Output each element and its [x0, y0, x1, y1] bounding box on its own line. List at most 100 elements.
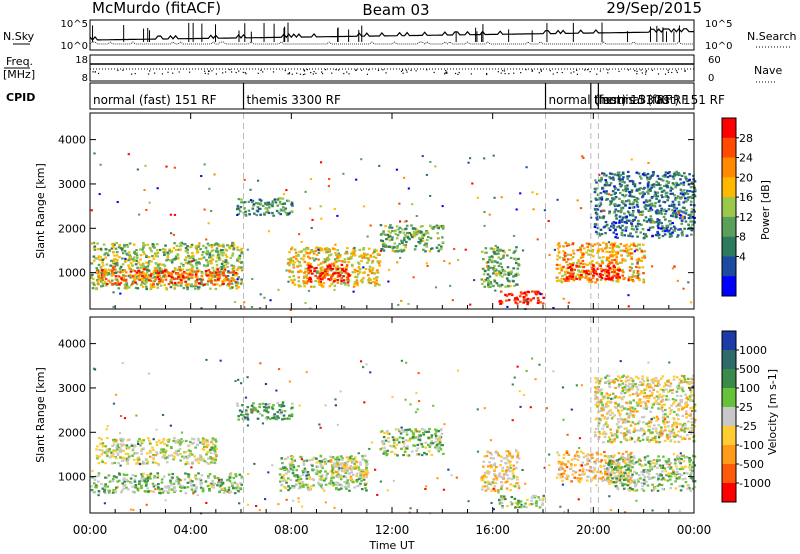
heatmap-cell — [99, 276, 102, 280]
heatmap-cell — [225, 249, 229, 252]
heatmap-cell — [111, 272, 115, 275]
heatmap-cell — [667, 220, 671, 223]
heatmap-cell — [564, 279, 567, 282]
heatmap-cell — [415, 449, 418, 452]
heatmap-cell — [634, 225, 638, 228]
heatmap-cell — [194, 273, 198, 276]
heatmap-cell — [346, 278, 350, 281]
nave-point — [596, 73, 598, 75]
heatmap-cell — [613, 173, 617, 176]
heatmap-cell — [387, 235, 391, 238]
heatmap-cell — [174, 257, 177, 260]
heatmap-cell — [608, 266, 611, 269]
nave-point — [303, 69, 305, 71]
heatmap-cell — [598, 243, 602, 246]
heatmap-cell — [320, 272, 324, 275]
heatmap-cell — [593, 243, 597, 246]
heatmap-cell — [393, 242, 397, 245]
heatmap-cell — [401, 228, 404, 231]
heatmap-cell — [623, 212, 626, 215]
heatmap-cell — [607, 273, 611, 277]
heatmap-cell — [147, 475, 150, 478]
heatmap-cell — [511, 472, 515, 475]
heatmap-cell — [537, 299, 540, 302]
heatmap-cell — [168, 259, 172, 262]
heatmap-cell — [340, 282, 343, 285]
heatmap-cell — [224, 253, 228, 257]
heatmap-cell — [278, 480, 282, 483]
heatmap-cell — [615, 272, 619, 275]
heatmap-cell — [497, 473, 501, 477]
heatmap-cell — [647, 209, 651, 213]
heatmap-cell — [423, 451, 426, 455]
heatmap-cell — [427, 436, 430, 439]
nave-point — [525, 69, 527, 71]
heatmap-cell — [613, 266, 616, 269]
heatmap-cell — [293, 283, 297, 286]
cpid-segment-label: themis 3300 RF — [594, 93, 688, 107]
heatmap-cell — [334, 253, 338, 256]
heatmap-cell — [363, 454, 367, 457]
heatmap-cell — [336, 461, 339, 464]
heatmap-cell — [631, 263, 634, 266]
nave-point — [657, 73, 660, 75]
heatmap-cell — [186, 481, 190, 484]
heatmap-cell — [246, 418, 250, 421]
freq-panel — [89, 54, 695, 82]
heatmap-cell — [117, 287, 121, 290]
heatmap-cell — [397, 428, 401, 431]
heatmap-cell — [172, 456, 176, 459]
heatmap-cell — [322, 269, 326, 272]
heatmap-cell — [170, 273, 174, 277]
heatmap-cell — [613, 270, 617, 274]
cpid-frame — [89, 82, 695, 110]
heatmap-cell — [362, 266, 365, 269]
heatmap-cell — [608, 212, 611, 215]
heatmap-cell — [141, 475, 144, 478]
heatmap-cell — [145, 285, 148, 288]
heatmap-cell — [113, 461, 117, 465]
heatmap-cell — [318, 275, 321, 278]
heatmap-cell — [100, 449, 104, 452]
heatmap-cell — [216, 268, 220, 271]
heatmap-cell — [297, 465, 300, 468]
heatmap-cell — [146, 276, 150, 279]
heatmap-cell — [136, 168, 139, 171]
heatmap-cell — [274, 201, 278, 204]
heatmap-cell — [647, 189, 651, 192]
heatmap-cell — [288, 270, 291, 273]
heatmap-cell — [502, 457, 506, 460]
heatmap-cell — [134, 263, 138, 266]
heatmap-cell — [152, 490, 156, 493]
heatmap-cell — [528, 503, 532, 506]
heatmap-cell — [395, 438, 399, 441]
heatmap-cell — [534, 501, 538, 504]
heatmap-cell — [217, 273, 221, 276]
heatmap-cell — [308, 257, 312, 260]
heatmap-cell — [630, 267, 633, 270]
heatmap-cell — [138, 480, 141, 483]
heatmap-cell — [90, 242, 94, 245]
heatmap-cell — [525, 299, 528, 302]
heatmap-cell — [341, 475, 345, 478]
heatmap-cell — [163, 271, 167, 274]
heatmap-cell — [240, 266, 243, 269]
nave-point — [161, 73, 164, 75]
heatmap-cell — [599, 278, 603, 281]
heatmap-cell — [195, 267, 199, 270]
heatmap-cell — [628, 275, 631, 279]
heatmap-cell — [605, 274, 609, 278]
heatmap-cell — [116, 485, 120, 489]
heatmap-cell — [487, 482, 490, 485]
heatmap-cell — [387, 436, 390, 440]
heatmap-cell — [398, 231, 402, 234]
freq-traces — [90, 63, 694, 76]
heatmap-cell — [237, 486, 240, 489]
y-tick-label: 1000 — [58, 267, 86, 280]
heatmap-cell — [588, 280, 591, 284]
heatmap-cell — [629, 451, 633, 454]
heatmap-cell — [343, 270, 346, 273]
heatmap-cell — [239, 282, 243, 285]
heatmap-cell — [391, 249, 395, 253]
heatmap-cell — [631, 182, 635, 185]
